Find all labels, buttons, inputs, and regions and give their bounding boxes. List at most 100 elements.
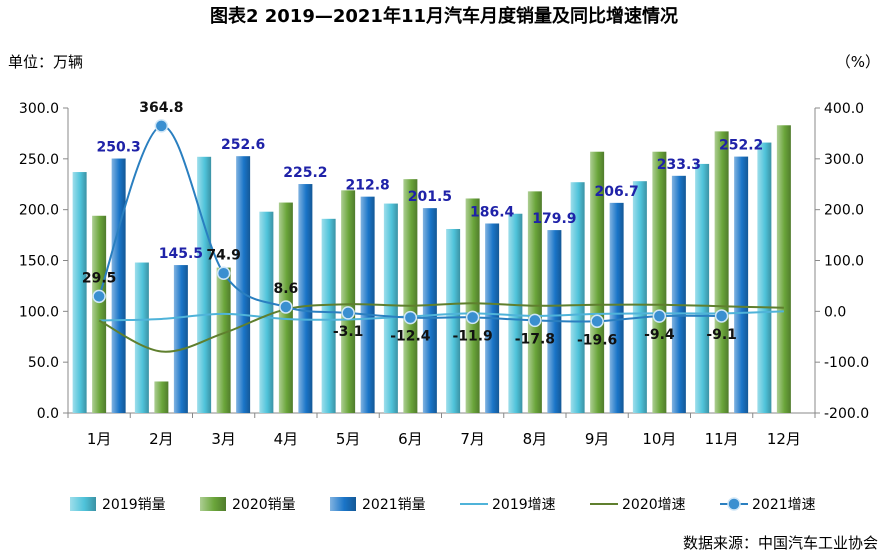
line-point-2021增速 bbox=[652, 309, 667, 323]
y2-tick-label: 0.0 bbox=[824, 304, 846, 320]
bar-2019销量 bbox=[695, 163, 710, 413]
y-tick-label: 50.0 bbox=[28, 355, 59, 371]
legend-swatch bbox=[200, 497, 226, 511]
x-tick-label: 7月 bbox=[460, 430, 485, 448]
line-data-label: 364.8 bbox=[139, 100, 183, 116]
bar-2021销量 bbox=[422, 208, 437, 413]
bar-2019销量 bbox=[383, 203, 398, 413]
y2-tick-label: 100.0 bbox=[824, 254, 864, 270]
right-axis-unit: （%） bbox=[836, 53, 880, 71]
bar-data-label: 252.2 bbox=[719, 138, 763, 154]
line-data-label: -11.9 bbox=[452, 328, 492, 344]
legend-label: 2019销量 bbox=[102, 497, 166, 513]
line-data-label: 29.5 bbox=[82, 270, 117, 286]
x-tick-label: 10月 bbox=[642, 430, 676, 448]
line-data-label: -9.1 bbox=[706, 327, 737, 343]
chart-title: 图表2 2019—2021年11月汽车月度销量及同比增速情况 bbox=[210, 5, 678, 27]
x-tick-label: 12月 bbox=[767, 430, 801, 448]
bar-data-label: 201.5 bbox=[408, 189, 452, 205]
bar-data-label: 212.8 bbox=[345, 178, 389, 194]
y2-tick-label: -200.0 bbox=[824, 406, 869, 422]
bar-data-label: 145.5 bbox=[159, 246, 203, 262]
bar-data-label: 252.6 bbox=[221, 137, 265, 153]
legend-swatch bbox=[330, 497, 356, 511]
y2-tick-label: 400.0 bbox=[824, 101, 864, 117]
bars bbox=[72, 125, 791, 414]
bar-2021销量 bbox=[298, 184, 313, 413]
bar-2019销量 bbox=[72, 172, 87, 413]
x-tick-label: 6月 bbox=[398, 430, 423, 448]
bar-2019销量 bbox=[446, 228, 461, 413]
bar-2020销量 bbox=[216, 267, 231, 413]
line-point-2021增速 bbox=[92, 289, 106, 304]
bar-2019销量 bbox=[134, 262, 149, 413]
x-tick-label: 2月 bbox=[149, 430, 174, 448]
legend-label: 2019增速 bbox=[492, 497, 556, 513]
bar-data-label: 179.9 bbox=[532, 211, 576, 227]
lines bbox=[92, 119, 784, 353]
data-labels: 250.3 145.5 252.6 225.2 212.8 201.5 186.4 179.9… bbox=[82, 100, 763, 348]
line-data-label: -9.4 bbox=[644, 327, 675, 343]
line-point-2021增速 bbox=[528, 313, 542, 328]
bar-2021销量 bbox=[734, 156, 749, 413]
bar-2019销量 bbox=[632, 181, 647, 413]
bar-2019销量 bbox=[757, 142, 772, 414]
bar-2019销量 bbox=[508, 213, 523, 413]
line-point-2021增速 bbox=[465, 310, 480, 325]
bar-2021销量 bbox=[173, 265, 188, 413]
line-data-label: -3.1 bbox=[333, 324, 364, 340]
legend: 2019销量 2020销量 2021销量 2019增速 2020增速 2021增速 bbox=[70, 497, 816, 513]
legend-label: 2020增速 bbox=[622, 497, 686, 513]
line-point-2021增速 bbox=[403, 310, 418, 325]
line-data-label: -19.6 bbox=[577, 332, 617, 348]
y2-tick-label: 300.0 bbox=[824, 152, 864, 168]
bar-2021销量 bbox=[111, 158, 126, 413]
line-data-label: -17.8 bbox=[515, 331, 555, 347]
x-tick-label: 8月 bbox=[523, 430, 548, 448]
legend-label: 2021销量 bbox=[362, 497, 426, 513]
y2-tick-label: 200.0 bbox=[824, 203, 864, 219]
line-point-2021增速 bbox=[341, 306, 355, 320]
x-tick-label: 9月 bbox=[585, 430, 610, 448]
bar-2020销量 bbox=[465, 198, 480, 413]
y-tick-label: 300.0 bbox=[19, 101, 59, 117]
source-note: 数据来源：中国汽车工业协会 bbox=[683, 534, 878, 552]
bar-2021销量 bbox=[236, 156, 251, 413]
y-tick-label: 150.0 bbox=[19, 254, 59, 270]
line-point-2021增速 bbox=[216, 266, 231, 281]
bar-2020销量 bbox=[341, 190, 356, 413]
y-tick-label: 200.0 bbox=[19, 203, 59, 219]
line-data-label: 8.6 bbox=[273, 281, 298, 297]
line-data-label: 74.9 bbox=[206, 247, 241, 263]
bar-data-label: 225.2 bbox=[283, 165, 327, 181]
bar-2019销量 bbox=[570, 182, 585, 413]
x-tick-label: 1月 bbox=[87, 430, 112, 448]
axes: 0.0 50.0 100.0 150.0 200.0 250.0 300.0 -200.0 -1… bbox=[19, 101, 869, 448]
bar-2020销量 bbox=[652, 151, 667, 413]
bar-2020销量 bbox=[527, 191, 542, 413]
line-point-2021增速 bbox=[714, 309, 729, 323]
line-point-2021增速 bbox=[590, 314, 604, 329]
bar-2019销量 bbox=[197, 156, 212, 414]
line-2020增速 bbox=[98, 302, 784, 353]
line-data-label: -12.4 bbox=[390, 329, 431, 345]
line-point-2021增速 bbox=[279, 300, 293, 314]
bar-2020销量 bbox=[403, 179, 418, 413]
x-tick-label: 3月 bbox=[211, 430, 236, 448]
bar-2020销量 bbox=[92, 215, 107, 413]
bar-2021销量 bbox=[609, 202, 624, 413]
bar-2021销量 bbox=[671, 175, 686, 413]
bar-2020销量 bbox=[714, 131, 729, 413]
bar-data-label: 206.7 bbox=[594, 184, 638, 200]
line-point-2021增速 bbox=[154, 119, 169, 133]
bar-2020销量 bbox=[776, 125, 791, 414]
bar-2019销量 bbox=[259, 211, 274, 413]
legend-label: 2021增速 bbox=[752, 497, 816, 513]
x-tick-label: 4月 bbox=[274, 430, 299, 448]
bar-2019销量 bbox=[321, 218, 336, 413]
bar-2020销量 bbox=[590, 151, 605, 413]
bar-data-label: 233.3 bbox=[657, 157, 701, 173]
x-tick-label: 5月 bbox=[336, 430, 361, 448]
y-tick-label: 250.0 bbox=[19, 152, 59, 168]
